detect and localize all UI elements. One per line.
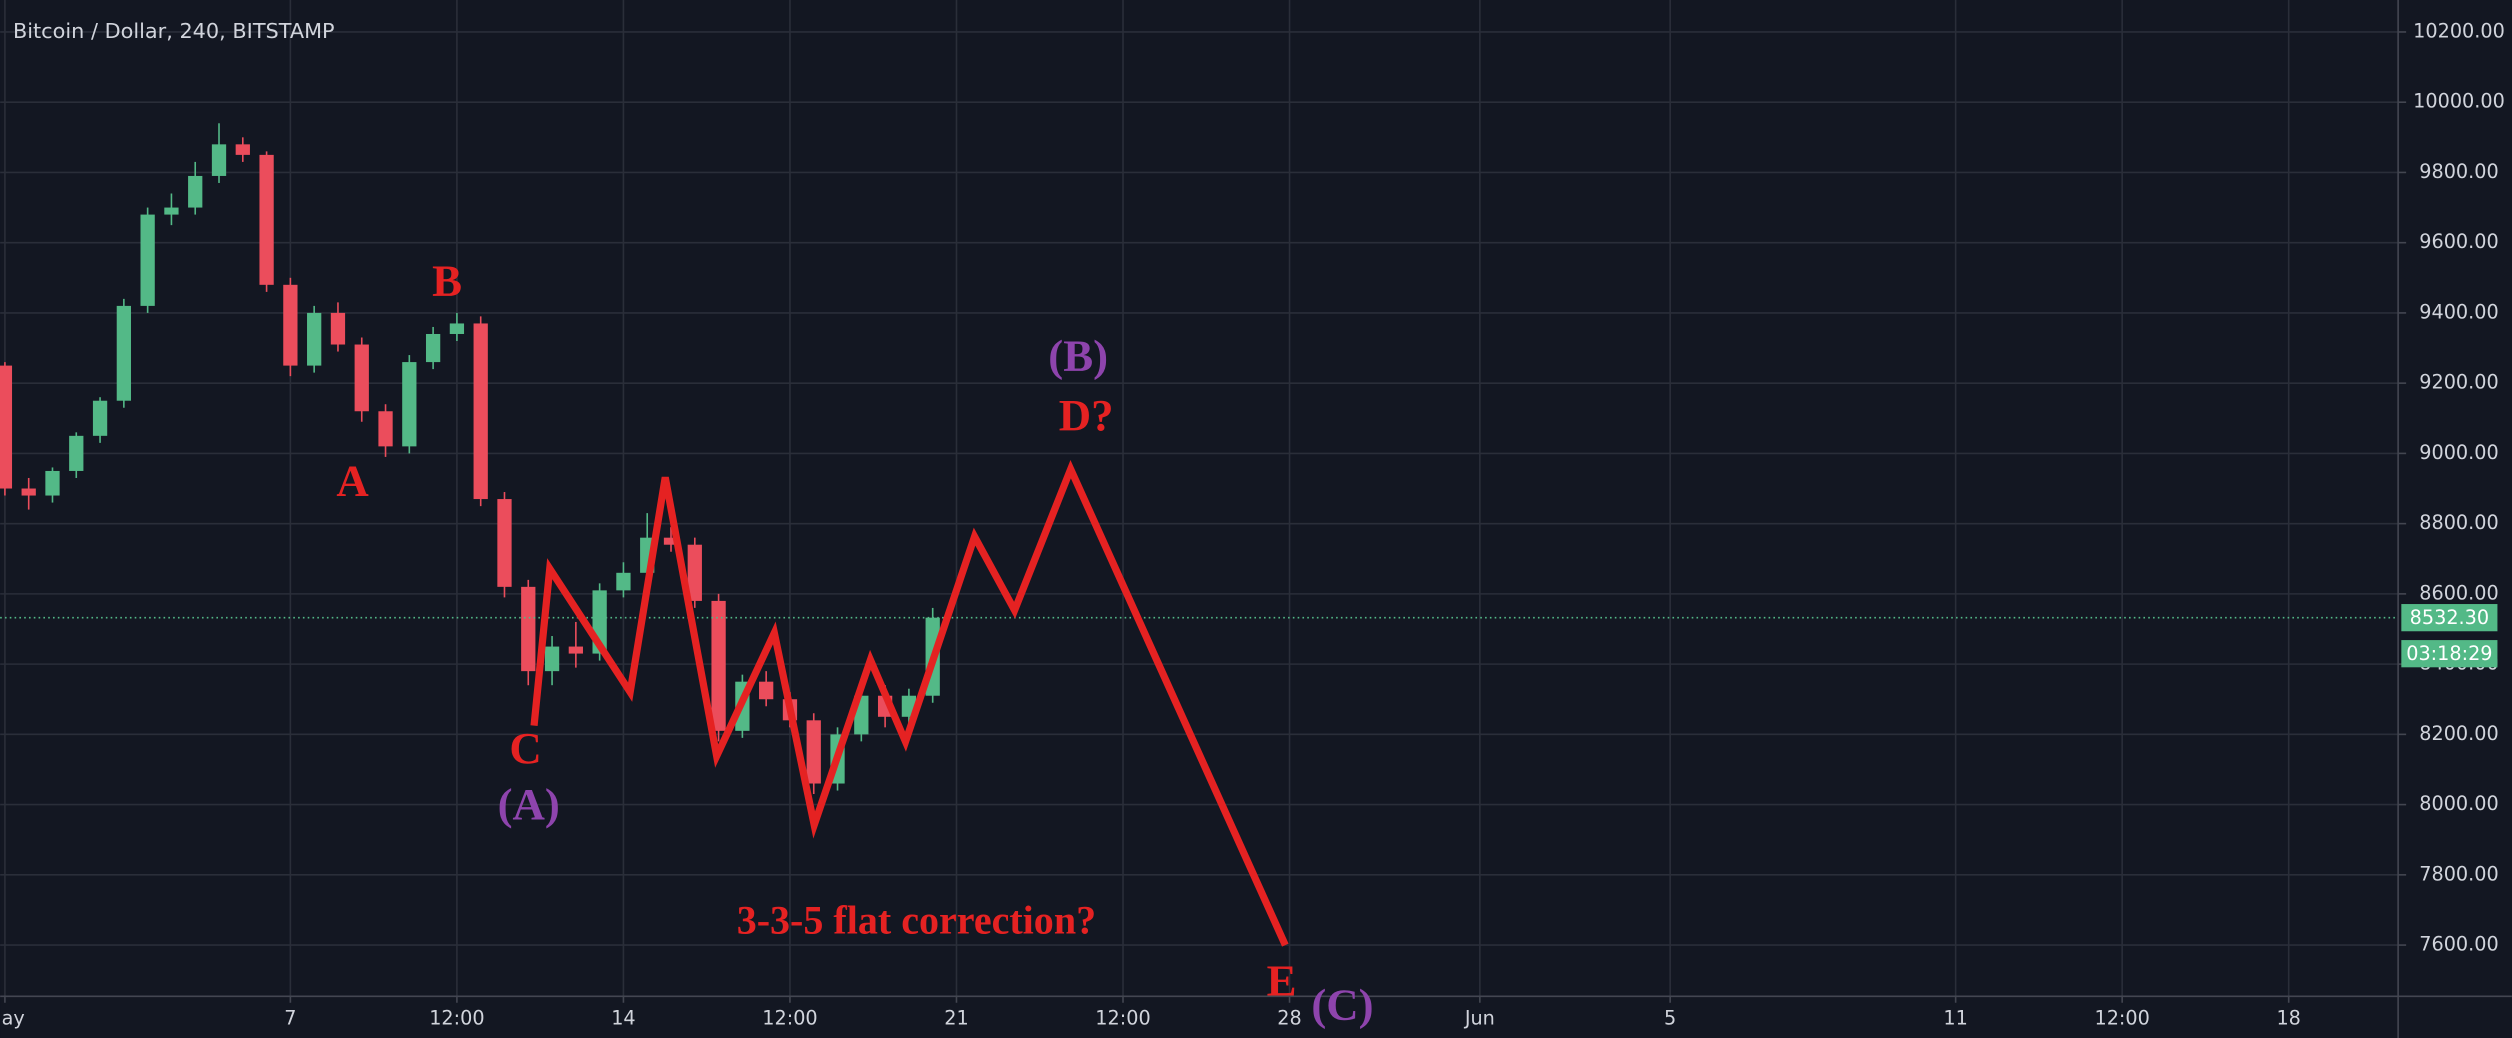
y-tick-label: 7600.00 [2419, 933, 2498, 956]
candle-body [69, 435, 84, 471]
y-tick-label: 8600.00 [2419, 581, 2498, 604]
x-tick-label: 14 [611, 1006, 635, 1029]
candle-body [259, 154, 274, 285]
candle-body [235, 144, 250, 155]
wave-line [530, 459, 1289, 947]
annotation: A [336, 456, 369, 506]
y-tick-label: 8000.00 [2419, 792, 2498, 815]
candle-body [164, 207, 179, 215]
candle-body [711, 600, 726, 731]
annotation: B [432, 255, 462, 305]
grid [0, 0, 2399, 997]
x-tick-label: 5 [1664, 1006, 1676, 1029]
last-price-box [2401, 604, 2498, 632]
x-tick-label: 12:00 [2094, 1006, 2149, 1029]
candle-body [140, 214, 155, 306]
y-tick-label: 9800.00 [2419, 160, 2498, 183]
y-tick-label: 8800.00 [2419, 511, 2498, 534]
candle-body [425, 333, 441, 363]
candle-body [449, 323, 465, 334]
candle-body [663, 537, 679, 545]
y-tick-label: 9600.00 [2419, 230, 2498, 253]
candle-body [92, 400, 108, 436]
y-tick-label: 9200.00 [2419, 371, 2498, 394]
candle-body [116, 305, 131, 401]
x-tick-label: 28 [1277, 1006, 1301, 1029]
x-tick-label: 18 [2276, 1006, 2300, 1029]
y-tick-label: 8200.00 [2419, 722, 2498, 745]
candle-body [211, 144, 227, 176]
x-tick-label: 7 [284, 1006, 296, 1029]
x-tick-label: 12:00 [762, 1006, 817, 1029]
last-price-label: 8532.30 [2410, 606, 2489, 629]
candle-body [188, 175, 203, 208]
candle-body [473, 323, 488, 500]
y-tick-label: 9400.00 [2419, 300, 2498, 323]
candle-body [759, 681, 774, 700]
candle-body [544, 646, 560, 672]
candle-body [330, 312, 346, 345]
candle-body [354, 344, 369, 412]
x-tick-label: Jun [1464, 1006, 1495, 1029]
chart-title: Bitcoin / Dollar, 240, BITSTAMP [13, 19, 335, 43]
annotation: 3-3-5 flat correction? [737, 897, 1096, 942]
x-tick-label: 12:00 [1095, 1006, 1150, 1029]
plot [0, 123, 2399, 947]
candle-body [687, 544, 702, 601]
candle-body [307, 312, 322, 366]
candle-body [521, 586, 536, 672]
y-tick-label: 9000.00 [2419, 441, 2498, 464]
candle-body [45, 470, 60, 496]
annotation: D? [1059, 390, 1114, 440]
countdown-label: 03:18:29 [2406, 642, 2492, 665]
annotation: (B) [1048, 331, 1108, 381]
annotation: E [1267, 955, 1297, 1005]
candle-body [378, 411, 393, 447]
candle-body [806, 720, 821, 784]
candle-body [616, 572, 631, 591]
y-tick-label: 7800.00 [2419, 862, 2498, 885]
x-tick-label: 11 [1943, 1006, 1967, 1029]
y-tick-label: 10000.00 [2413, 90, 2505, 113]
x-tick-label: May [0, 1006, 25, 1029]
annotation: (C) [1311, 979, 1373, 1029]
candle-body [0, 365, 13, 489]
candle-body [21, 488, 36, 496]
candle-body [402, 362, 417, 447]
candle-body [568, 646, 583, 654]
countdown-box [2401, 640, 2498, 668]
x-tick-label: 21 [944, 1006, 968, 1029]
annotation: (A) [498, 779, 560, 829]
x-tick-label: 12:00 [429, 1006, 484, 1029]
candle-body [283, 284, 298, 366]
candle-body [497, 499, 512, 587]
y-tick-label: 10200.00 [2413, 19, 2505, 42]
annotation: C [509, 723, 541, 773]
